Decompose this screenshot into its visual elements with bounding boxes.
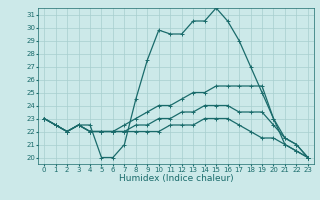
X-axis label: Humidex (Indice chaleur): Humidex (Indice chaleur) [119, 174, 233, 183]
